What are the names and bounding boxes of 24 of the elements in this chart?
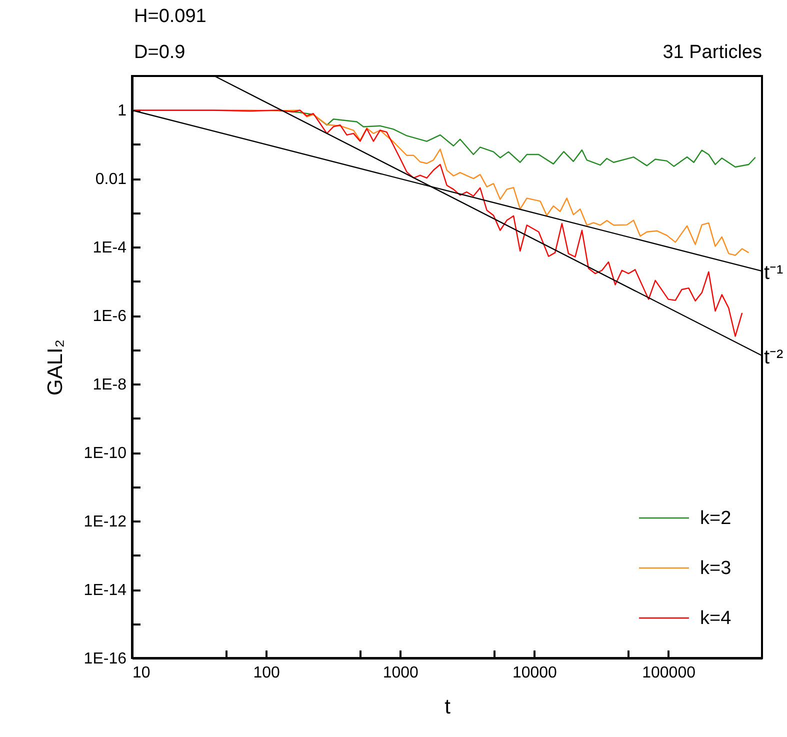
y-tick-label: 1 (118, 102, 127, 120)
series-label: t⁻² (764, 346, 784, 369)
series-label: t⁻¹ (764, 262, 784, 284)
text: D=0.9 (134, 42, 186, 64)
x-axis-title: t (444, 696, 451, 718)
x-tick-label: 10000 (512, 664, 558, 682)
y-tick-label: 1E-12 (84, 514, 127, 531)
x-tick-label: 1000 (382, 664, 419, 682)
y-tick-label: 0.01 (95, 171, 127, 188)
y-tick-label: 1E-8 (92, 376, 127, 394)
y-tick-label: 1E-10 (84, 445, 127, 462)
y-tick-label: 1E-16 (84, 650, 127, 668)
legend-label: k=4 (700, 608, 732, 629)
text: 31 Particles (662, 42, 762, 64)
x-tick-label: 100 (253, 664, 280, 682)
y-tick-label: 1E-4 (92, 240, 127, 257)
x-tick-label: 100000 (642, 664, 696, 682)
x-tick-label: 10 (132, 664, 150, 682)
y-tick-label: 1E-6 (92, 308, 127, 326)
y-axis-title: GALI₂ (44, 339, 67, 396)
legend-label: k=2 (700, 508, 732, 529)
legend-label: k=3 (700, 558, 732, 579)
y-tick-label: 1E-14 (84, 582, 127, 600)
text: H=0.091 (134, 6, 206, 28)
